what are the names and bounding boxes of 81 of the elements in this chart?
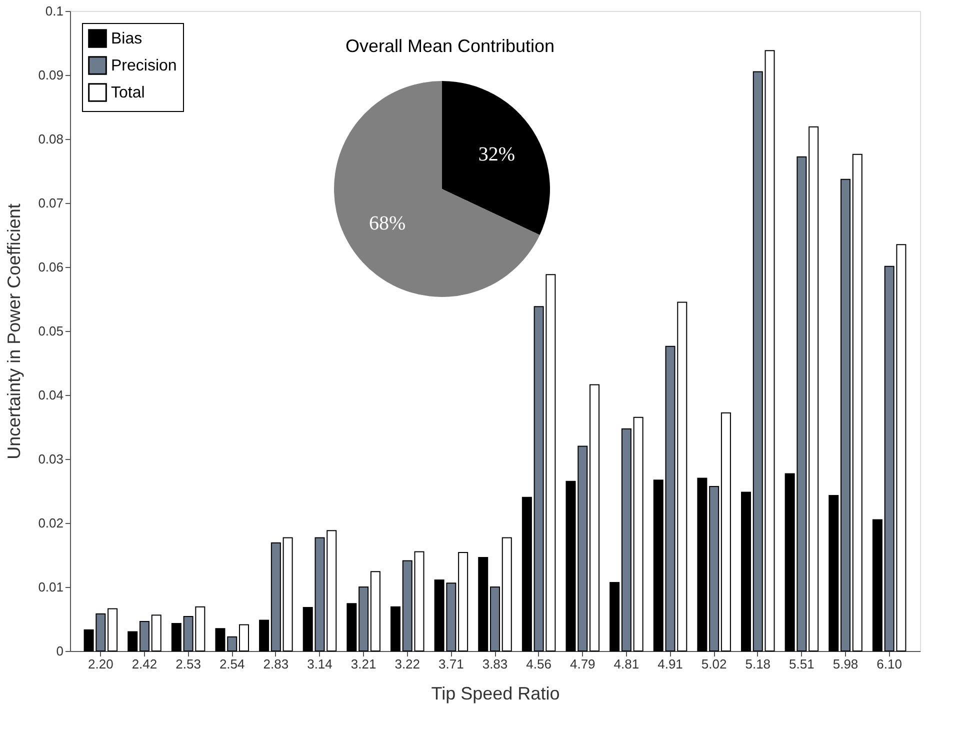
bar — [653, 480, 664, 652]
bar — [358, 586, 369, 652]
x-tick-label: 4.79 — [570, 656, 596, 672]
x-tick-label: 5.02 — [701, 656, 727, 672]
x-tick-label: 5.51 — [789, 656, 814, 672]
bar — [828, 494, 839, 652]
bar — [502, 537, 512, 652]
bar — [282, 537, 293, 652]
bar — [171, 622, 182, 652]
x-tick-label: 3.22 — [394, 656, 420, 672]
bar — [752, 71, 763, 652]
x-tick-label: 2.42 — [132, 656, 158, 672]
x-tick-label: 3.14 — [307, 656, 332, 672]
bar — [720, 412, 731, 652]
bar — [128, 631, 138, 652]
bar — [590, 384, 600, 652]
y-tick-label: 0.02 — [38, 516, 64, 530]
bar — [215, 628, 226, 652]
pie-slice — [442, 81, 550, 235]
y-tick-label: 0.1 — [45, 4, 64, 18]
bar — [326, 530, 337, 652]
bar — [852, 154, 862, 652]
y-tick-label: 0.01 — [38, 580, 64, 594]
legend-label: Bias — [111, 30, 142, 48]
bar — [709, 486, 720, 652]
bar — [390, 606, 400, 652]
x-tick-label: 5.98 — [832, 656, 858, 672]
y-tick-label: 0.07 — [38, 196, 64, 210]
x-tick-label: 4.91 — [658, 656, 683, 672]
x-axis-title: Tip Speed Ratio — [431, 684, 560, 704]
bar — [227, 636, 238, 652]
bar — [522, 496, 532, 652]
x-tick-label: 4.56 — [526, 656, 552, 672]
bar — [108, 608, 118, 652]
y-tick-label: 0.03 — [38, 452, 64, 466]
x-tick-label: 3.21 — [350, 656, 376, 672]
bar — [270, 542, 281, 652]
x-tick-label: 2.54 — [219, 656, 245, 672]
x-tick-label: 4.81 — [614, 656, 640, 672]
y-tick-label: 0.08 — [38, 132, 64, 146]
legend-label: Precision — [111, 58, 177, 74]
y-tick-label: 0 — [56, 644, 64, 658]
bar — [741, 492, 752, 652]
bar — [566, 480, 576, 652]
y-tick-label: 0.05 — [38, 324, 64, 338]
bar — [578, 446, 588, 652]
x-tick-label: 6.10 — [876, 656, 902, 672]
bar — [490, 586, 500, 652]
bar — [872, 519, 882, 652]
bar — [139, 621, 150, 652]
bar — [346, 603, 357, 652]
y-tick-label: 0.04 — [38, 388, 64, 402]
bar — [621, 428, 632, 652]
pie-slice — [334, 81, 540, 297]
bar — [370, 571, 380, 652]
bar — [259, 620, 270, 652]
x-tick-label: 2.53 — [176, 656, 201, 672]
x-tick-label: 5.18 — [745, 656, 771, 672]
x-tick-label: 3.71 — [438, 656, 464, 672]
bar — [478, 557, 488, 652]
chart-title: Overall Mean Contribution — [345, 36, 555, 56]
bar — [402, 560, 412, 652]
x-tick-label: 3.83 — [482, 656, 508, 672]
x-tick-label: 2.20 — [88, 656, 114, 672]
bar — [633, 416, 644, 652]
y-tick-label: 0.09 — [38, 68, 64, 82]
y-axis-title: Uncertainty in Power Coefficient — [4, 204, 24, 460]
bar — [458, 552, 468, 652]
data-label: 32% — [478, 143, 516, 166]
bar — [840, 178, 851, 652]
x-tick-label: 2.83 — [263, 656, 289, 672]
legend-label: Total — [111, 84, 145, 102]
bar — [764, 50, 775, 652]
y-tick-label: 0.06 — [38, 260, 64, 274]
bar — [808, 126, 819, 652]
bar — [610, 582, 620, 652]
bar — [414, 551, 424, 652]
bar — [238, 624, 249, 652]
data-label: 68% — [368, 212, 406, 235]
bar — [151, 614, 162, 652]
bar — [697, 478, 708, 652]
